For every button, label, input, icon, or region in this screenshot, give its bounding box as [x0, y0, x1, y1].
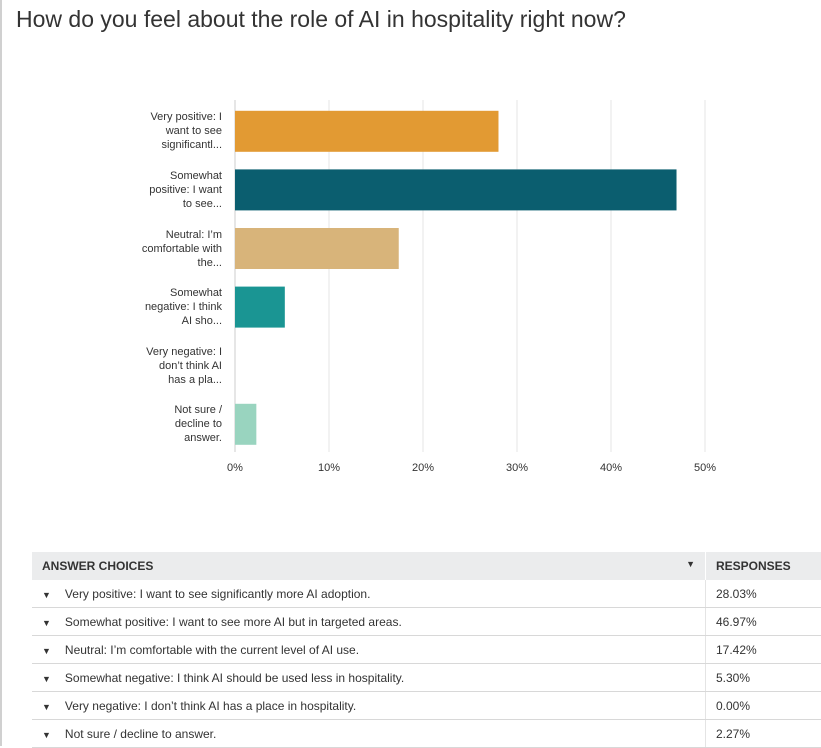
bar[interactable]	[235, 169, 677, 210]
x-tick-label: 30%	[506, 462, 528, 474]
expand-caret-icon[interactable]: ▼	[42, 618, 51, 628]
table-row: ▼ Somewhat negative: I think AI should be…	[32, 664, 821, 692]
response-percent: 28.03%	[706, 580, 821, 608]
answer-choice-cell: ▼ Not sure / decline to answer.	[32, 720, 706, 748]
answer-choice-cell: ▼ Very negative: I don’t think AI has a p…	[32, 692, 706, 720]
response-percent: 0.00%	[706, 692, 821, 720]
expand-caret-icon[interactable]: ▼	[42, 646, 51, 656]
response-percent: 5.30%	[706, 664, 821, 692]
category-label: Not sure / decline to answer.	[140, 403, 222, 445]
answer-choice-text: Neutral: I’m comfortable with the curren…	[65, 643, 359, 657]
header-answer-choices[interactable]: ANSWER CHOICES▼	[32, 552, 706, 580]
x-tick-label: 10%	[318, 462, 340, 474]
x-tick-label: 20%	[412, 462, 434, 474]
table-row: ▼ Not sure / decline to answer. 2.27%	[32, 720, 821, 748]
category-label: Neutral: I’m comfortable with the...	[140, 228, 222, 270]
bar[interactable]	[235, 111, 498, 152]
expand-caret-icon[interactable]: ▼	[42, 590, 51, 600]
bar[interactable]	[235, 404, 256, 445]
header-responses[interactable]: RESPONSES	[706, 552, 821, 580]
category-label: Somewhat negative: I think AI sho...	[140, 286, 222, 328]
table-row: ▼ Very negative: I don’t think AI has a p…	[32, 692, 821, 720]
answer-choice-text: Somewhat negative: I think AI should be …	[65, 671, 404, 685]
x-tick-label: 40%	[600, 462, 622, 474]
table-row: ▼ Very positive: I want to see significan…	[32, 580, 821, 608]
bar[interactable]	[235, 287, 285, 328]
category-label: Very negative: I don’t think AI has a pl…	[140, 345, 222, 387]
sort-caret-icon[interactable]: ▼	[686, 559, 695, 569]
answer-choice-text: Very positive: I want to see significant…	[65, 587, 371, 601]
bar-chart: 0% 10% 20% 30% 40% 50%	[0, 0, 821, 500]
bar[interactable]	[235, 228, 399, 269]
answer-choice-text: Somewhat positive: I want to see more AI…	[65, 615, 402, 629]
answer-choice-cell: ▼ Somewhat negative: I think AI should be…	[32, 664, 706, 692]
table-row: ▼ Neutral: I’m comfortable with the curre…	[32, 636, 821, 664]
table-row: ▼ Somewhat positive: I want to see more A…	[32, 608, 821, 636]
answer-table: ANSWER CHOICES▼ RESPONSES ▼ Very positive…	[32, 552, 821, 748]
expand-caret-icon[interactable]: ▼	[42, 702, 51, 712]
x-tick-label: 0%	[227, 462, 243, 474]
answer-choice-cell: ▼ Very positive: I want to see significan…	[32, 580, 706, 608]
category-label: Very positive: I want to see significant…	[140, 110, 222, 152]
expand-caret-icon[interactable]: ▼	[42, 730, 51, 740]
category-label: Somewhat positive: I want to see...	[140, 169, 222, 211]
answer-choice-cell: ▼ Somewhat positive: I want to see more A…	[32, 608, 706, 636]
response-percent: 2.27%	[706, 720, 821, 748]
response-percent: 17.42%	[706, 636, 821, 664]
x-tick-label: 50%	[694, 462, 716, 474]
answer-choice-text: Very negative: I don’t think AI has a pl…	[65, 699, 356, 713]
answer-choice-text: Not sure / decline to answer.	[65, 727, 216, 741]
expand-caret-icon[interactable]: ▼	[42, 674, 51, 684]
response-percent: 46.97%	[706, 608, 821, 636]
answer-choice-cell: ▼ Neutral: I’m comfortable with the curre…	[32, 636, 706, 664]
